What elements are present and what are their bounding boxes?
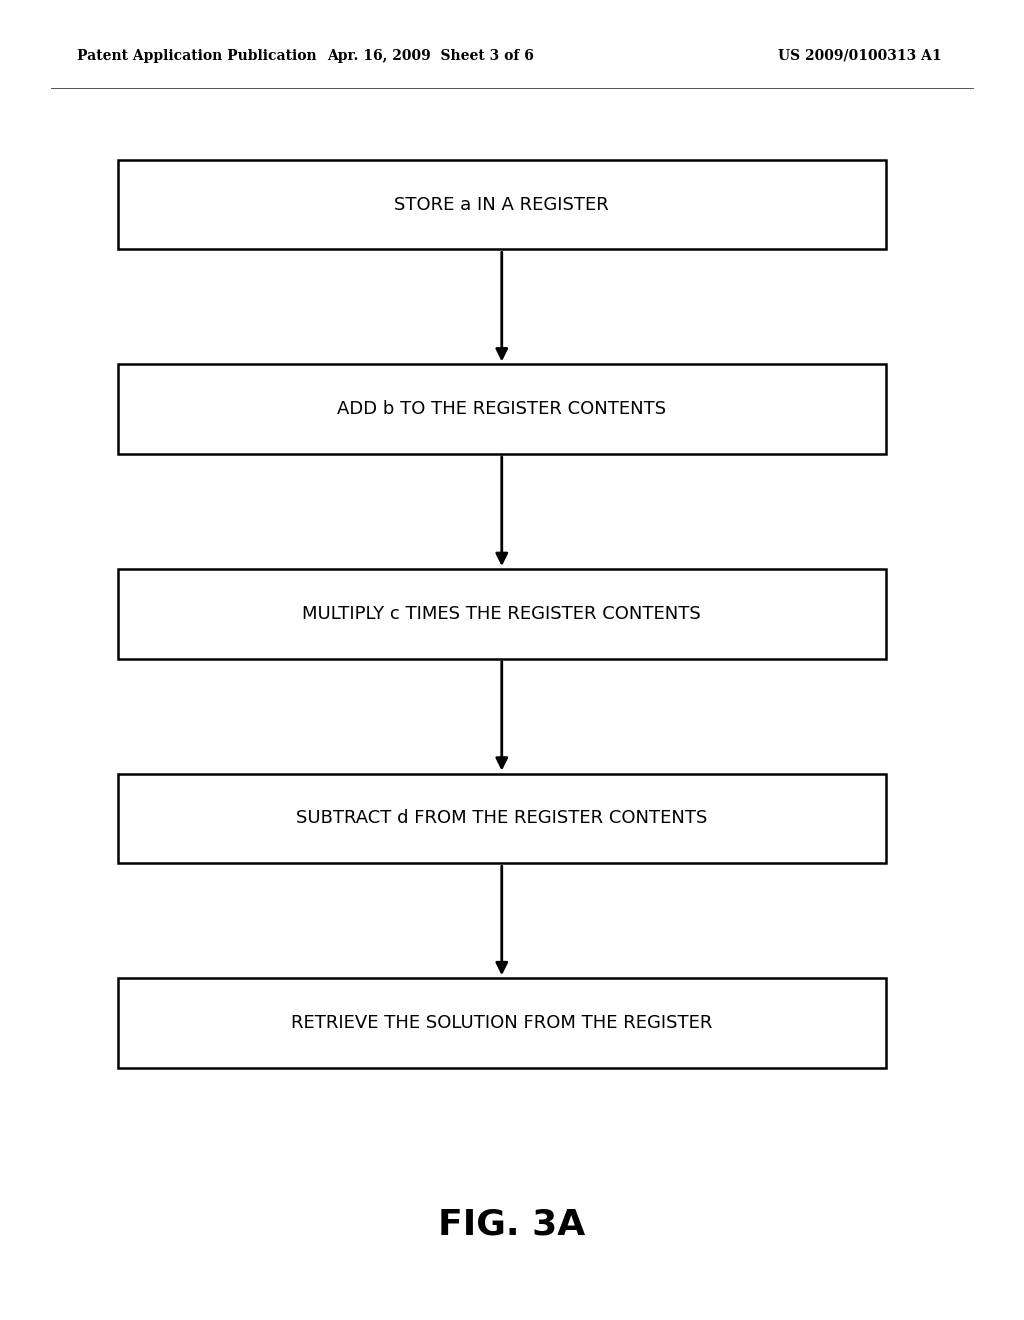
FancyBboxPatch shape — [118, 569, 886, 659]
Text: US 2009/0100313 A1: US 2009/0100313 A1 — [778, 49, 942, 63]
Text: STORE a IN A REGISTER: STORE a IN A REGISTER — [394, 195, 609, 214]
Text: FIG. 3A: FIG. 3A — [438, 1208, 586, 1242]
FancyBboxPatch shape — [118, 364, 886, 454]
Text: SUBTRACT d FROM THE REGISTER CONTENTS: SUBTRACT d FROM THE REGISTER CONTENTS — [296, 809, 708, 828]
Text: MULTIPLY c TIMES THE REGISTER CONTENTS: MULTIPLY c TIMES THE REGISTER CONTENTS — [302, 605, 701, 623]
FancyBboxPatch shape — [118, 160, 886, 249]
Text: RETRIEVE THE SOLUTION FROM THE REGISTER: RETRIEVE THE SOLUTION FROM THE REGISTER — [291, 1014, 713, 1032]
Text: ADD b TO THE REGISTER CONTENTS: ADD b TO THE REGISTER CONTENTS — [337, 400, 667, 418]
FancyBboxPatch shape — [118, 774, 886, 863]
Text: Apr. 16, 2009  Sheet 3 of 6: Apr. 16, 2009 Sheet 3 of 6 — [327, 49, 534, 63]
FancyBboxPatch shape — [118, 978, 886, 1068]
Text: Patent Application Publication: Patent Application Publication — [77, 49, 316, 63]
